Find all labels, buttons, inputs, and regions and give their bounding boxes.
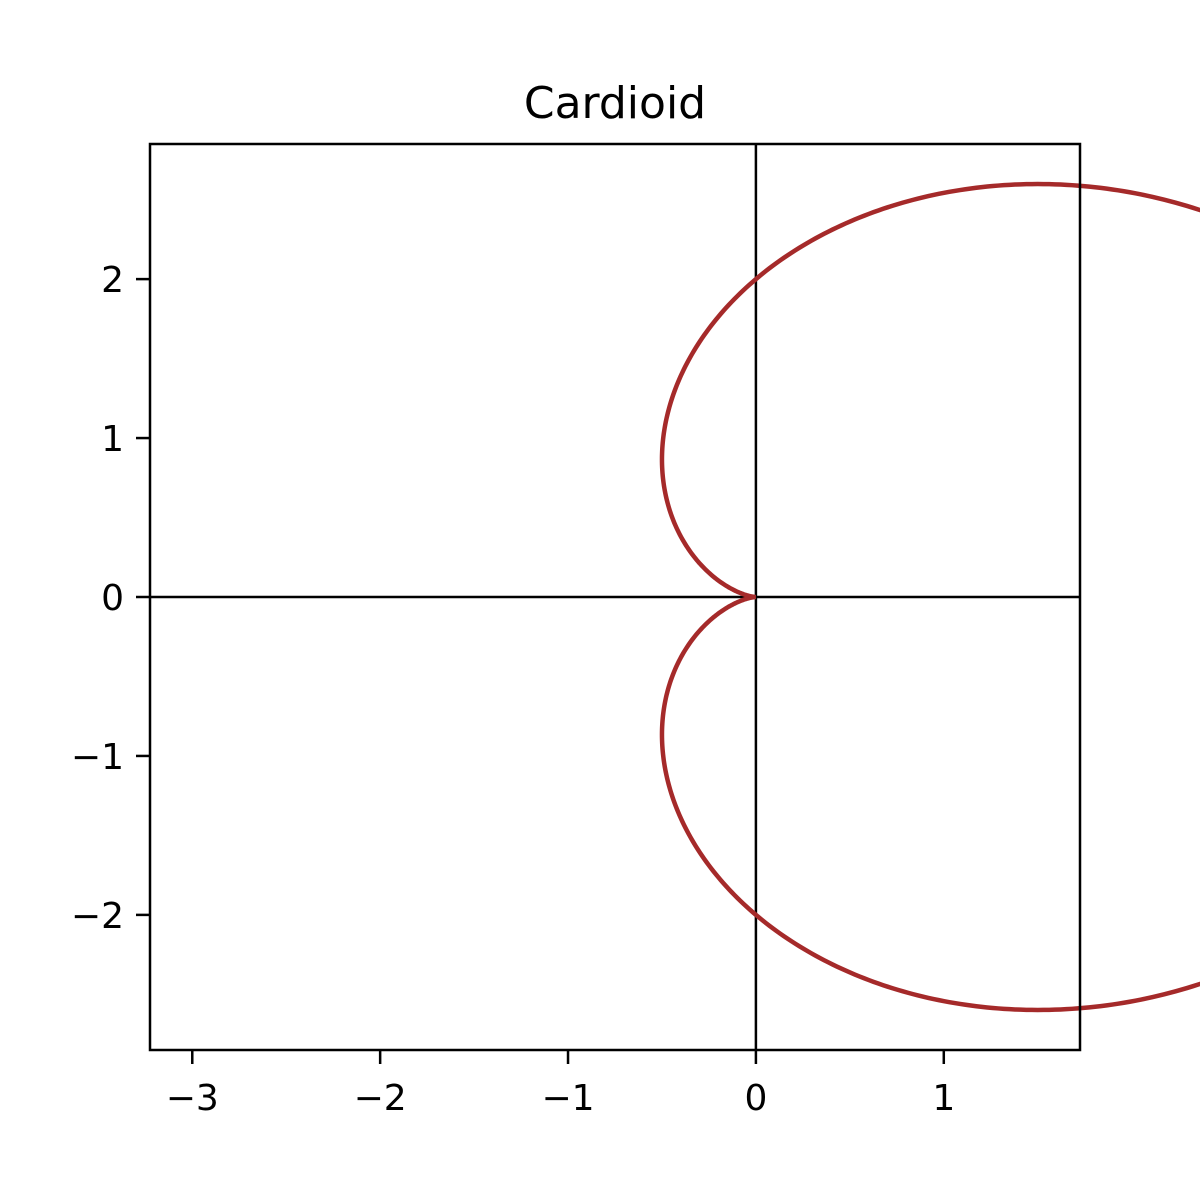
x-tick-label: −1 (541, 1078, 594, 1119)
x-tick-label: 0 (744, 1078, 767, 1119)
y-tick-label: 0 (101, 578, 124, 619)
y-tick-label: 1 (101, 419, 124, 460)
y-axis-ticks: −2 −1 0 1 2 (71, 260, 150, 937)
x-tick-label: −2 (354, 1078, 407, 1119)
plot-area (150, 144, 1200, 1050)
x-tick-label: −3 (166, 1078, 219, 1119)
x-tick-label: 1 (932, 1078, 955, 1119)
cardioid-curve (659, 181, 1200, 1013)
y-tick-label: −2 (71, 896, 124, 937)
y-tick-label: −1 (71, 737, 124, 778)
chart-title: Cardioid (524, 78, 706, 129)
x-axis-ticks: −3 −2 −1 0 1 (166, 1050, 955, 1119)
y-tick-label: 2 (101, 260, 124, 301)
